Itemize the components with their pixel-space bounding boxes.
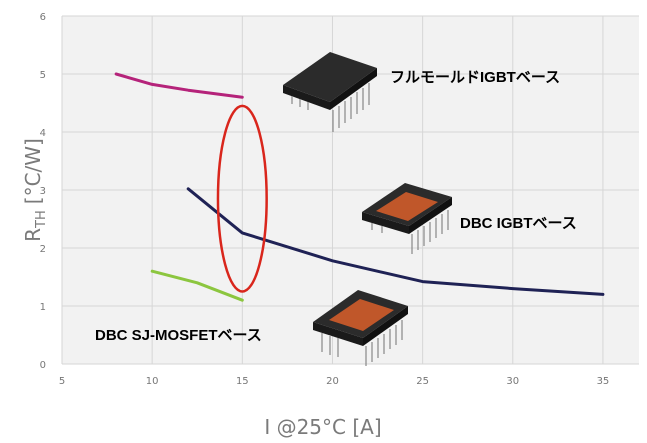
- y-axis-title-sub: TH: [34, 210, 49, 229]
- x-tick-label-6: 35: [597, 376, 610, 387]
- y-tick-label-2: 2: [40, 244, 46, 255]
- svg-text:RTH[°C/W]: RTH [°C/W]: [21, 138, 49, 242]
- x-tick-label-5: 30: [506, 376, 519, 387]
- dbc-sj-mosfet-module-image: [313, 290, 408, 366]
- dbc-igbt-module-image: [362, 183, 452, 254]
- y-tick-label-3: 3: [40, 186, 46, 197]
- series-lines: [114, 72, 605, 302]
- x-tick-label-0: 5: [59, 376, 65, 387]
- series-line-2: [150, 269, 244, 302]
- y-axis-title-unit: [°C/W]: [21, 138, 45, 204]
- x-tick-label-4: 25: [416, 376, 429, 387]
- y-tick-label-6: 6: [40, 12, 46, 23]
- y-tick-label-4: 4: [40, 128, 46, 139]
- y-tick-label-0: 0: [40, 360, 46, 371]
- series-line-1: [186, 187, 605, 296]
- tick-labels: 5 10 15 20 25 30 35 0 1 2 3 4 5 6: [40, 12, 610, 387]
- x-tick-label-3: 20: [326, 376, 339, 387]
- annotation-dbc-igbt: DBC IGBTベース: [460, 215, 577, 232]
- annotation-dbc-sj-mosfet: DBC SJ-MOSFETベース: [95, 327, 262, 344]
- x-axis-title: I @25°C [A]: [264, 415, 381, 439]
- grid: [61, 15, 639, 365]
- highlight-ellipse-shape: [216, 104, 268, 293]
- y-tick-label-5: 5: [40, 70, 46, 81]
- x-tick-label-1: 10: [146, 376, 159, 387]
- y-axis-title: RTH [°C/W]: [21, 138, 49, 242]
- full-mold-igbt-module-image: [283, 52, 377, 132]
- x-tick-label-2: 15: [236, 376, 249, 387]
- annotation-full-mold-igbt: フルモールドIGBTベース: [390, 69, 560, 86]
- y-tick-label-1: 1: [40, 302, 46, 313]
- highlight-ellipse: [216, 104, 268, 293]
- series-line-0: [114, 72, 244, 99]
- y-axis-title-main: R: [21, 228, 45, 242]
